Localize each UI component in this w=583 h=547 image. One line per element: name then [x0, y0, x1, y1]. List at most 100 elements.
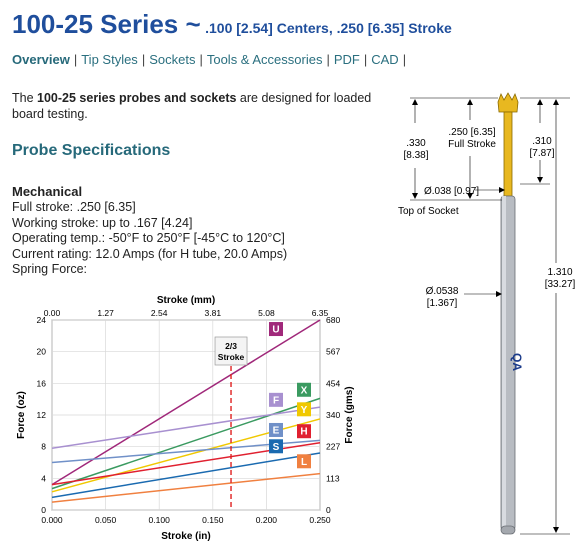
y2-tick-label: 227 [326, 442, 340, 452]
tab-cad[interactable]: CAD [371, 52, 399, 67]
y2-axis-label: Force (gms) [344, 386, 355, 443]
dim-overall-label: 1.310 [547, 267, 572, 278]
y-tick-label: 20 [37, 347, 47, 357]
y-tick-label: 4 [41, 473, 46, 483]
spec-working-stroke: Working stroke: up to .167 [4.24] [12, 215, 193, 230]
series-line-u [51, 319, 321, 486]
x2-tick-label: 3.81 [205, 308, 222, 318]
tab-overview[interactable]: Overview [12, 52, 70, 67]
top-of-socket-label: Top of Socket [398, 206, 459, 217]
y-tick-label: 8 [41, 442, 46, 452]
chart-series: U X F Y E H S L [51, 319, 321, 503]
tab-tools-accessories[interactable]: Tools & Accessories [206, 52, 323, 67]
series-title: 100-25 Series ~ [12, 9, 201, 39]
dim-0538-label: Ø.0538 [426, 286, 459, 297]
x-tick-label: 0.150 [202, 515, 224, 525]
x2-tick-label: 0.00 [44, 308, 61, 318]
tab-nav: Overview | Tip Styles | Sockets | Tools & Acce… [12, 52, 410, 67]
y2-tick-label: 680 [326, 315, 340, 325]
intro-prefix: The [12, 91, 38, 105]
dim-0538-metric: [1.367] [427, 298, 458, 309]
spec-spring-force: Spring Force: [12, 262, 88, 276]
spec-operating-temp: Operating temp.: -50°F to 250°F [-45°C t… [12, 231, 285, 245]
y-tick-label: 24 [37, 315, 47, 325]
x-tick-label: 0.100 [149, 515, 171, 525]
plunger-crown-tip [497, 92, 519, 113]
nav-separator: | [73, 52, 78, 67]
y-tick-label: 12 [37, 410, 47, 420]
x-tick-label: 0.200 [256, 515, 278, 525]
y2-tick-label: 567 [326, 347, 340, 357]
series-badge-y [297, 402, 311, 417]
x2-tick-label: 2.54 [151, 308, 168, 318]
y2-tick-label: 454 [326, 378, 340, 388]
series-badge-x [297, 382, 311, 397]
working-stroke-label: 2/3 [225, 341, 237, 351]
series-label-f: F [273, 395, 279, 406]
dim-stroke-label: .250 [6.35] [448, 127, 495, 138]
dim-0538-arrow [496, 291, 502, 297]
barrel-tail [500, 525, 516, 535]
series-badge-s [269, 439, 283, 454]
dim-038-label: Ø.038 [0.97] [424, 186, 479, 197]
tab-tip-styles[interactable]: Tip Styles [81, 52, 138, 67]
series-label-l: L [301, 457, 307, 468]
series-label-h: H [300, 427, 307, 438]
spring-force-chart: 0.000 0.050 0.100 0.150 0.200 0.250 0.00 1.27 2… [16, 295, 355, 542]
series-label-u: U [272, 325, 279, 336]
y-axis-ticks: 0 4 8 12 16 20 24 [37, 315, 47, 515]
dim-310-metric: [7.87] [529, 148, 554, 159]
series-subtitle: .100 [2.54] Centers, .250 [6.35] Stroke [205, 20, 452, 36]
series-badge-l [297, 454, 311, 469]
y2-axis-ticks: 0 113 227 340 454 567 680 [326, 315, 340, 515]
y-axis-label: Force (oz) [16, 391, 27, 439]
qa-logo: QA [510, 353, 524, 371]
dim-310-label: .310 [532, 136, 552, 147]
series-badge-e [269, 422, 283, 437]
x-tick-label: 0.250 [309, 515, 331, 525]
spec-full-stroke: Full stroke: .250 [6.35] [12, 200, 136, 214]
series-label-x: X [301, 385, 308, 396]
nav-separator: | [141, 52, 146, 67]
x-axis-label: Stroke (in) [161, 531, 210, 542]
intro-bold: 100-25 series probes and sockets [37, 91, 237, 105]
dim-330-metric: [8.38] [403, 150, 428, 161]
series-badge-u [269, 322, 283, 337]
nav-separator: | [402, 52, 407, 67]
x2-axis-label: Stroke (mm) [157, 295, 215, 306]
y2-tick-label: 340 [326, 410, 340, 420]
plunger-shaft [503, 111, 513, 197]
intro-paragraph: The 100-25 series probes and sockets are… [12, 90, 392, 122]
tab-sockets[interactable]: Sockets [149, 52, 196, 67]
x-axis-ticks: 0.000 0.050 0.100 0.150 0.200 0.250 [41, 515, 331, 525]
nav-separator: | [363, 52, 368, 67]
y2-tick-label: 0 [326, 505, 331, 515]
barrel-highlight [502, 196, 506, 528]
series-line-f [51, 406, 321, 449]
dim-overall-metric: [33.27] [545, 279, 576, 290]
x2-tick-label: 6.35 [312, 308, 329, 318]
x2-tick-label: 5.08 [258, 308, 275, 318]
series-label-y: Y [301, 405, 308, 416]
working-stroke-box [214, 336, 248, 366]
series-label-s: S [273, 442, 280, 453]
nav-separator: | [326, 52, 330, 67]
spec-current-rating: Current rating: 12.0 Amps (for H tube, 2… [12, 246, 288, 261]
series-badge-f [269, 392, 283, 407]
y-tick-label: 16 [37, 378, 47, 388]
x2-tick-label: 1.27 [97, 308, 114, 318]
probe-dimension-drawing: QA .330 [8.38] .250 [6.35] Full Stroke .… [398, 92, 576, 535]
mechanical-specs: Full stroke: .250 [6.35] Working stroke:… [12, 200, 287, 278]
y2-tick-label: 113 [326, 473, 340, 483]
dim-038-arrow [499, 187, 505, 193]
series-line-l [51, 472, 321, 503]
y-tick-label: 0 [41, 505, 46, 515]
x-tick-label: 0.000 [41, 515, 63, 525]
x2-axis-ticks: 0.00 1.27 2.54 3.81 5.08 6.35 [44, 308, 329, 318]
mechanical-heading: Mechanical [12, 184, 83, 199]
x-tick-label: 0.050 [95, 515, 117, 525]
dim-stroke-note: Full Stroke [448, 139, 496, 150]
section-title: Probe Specifications [12, 142, 171, 159]
tab-pdf[interactable]: PDF [333, 52, 360, 67]
series-line-s [51, 452, 321, 499]
